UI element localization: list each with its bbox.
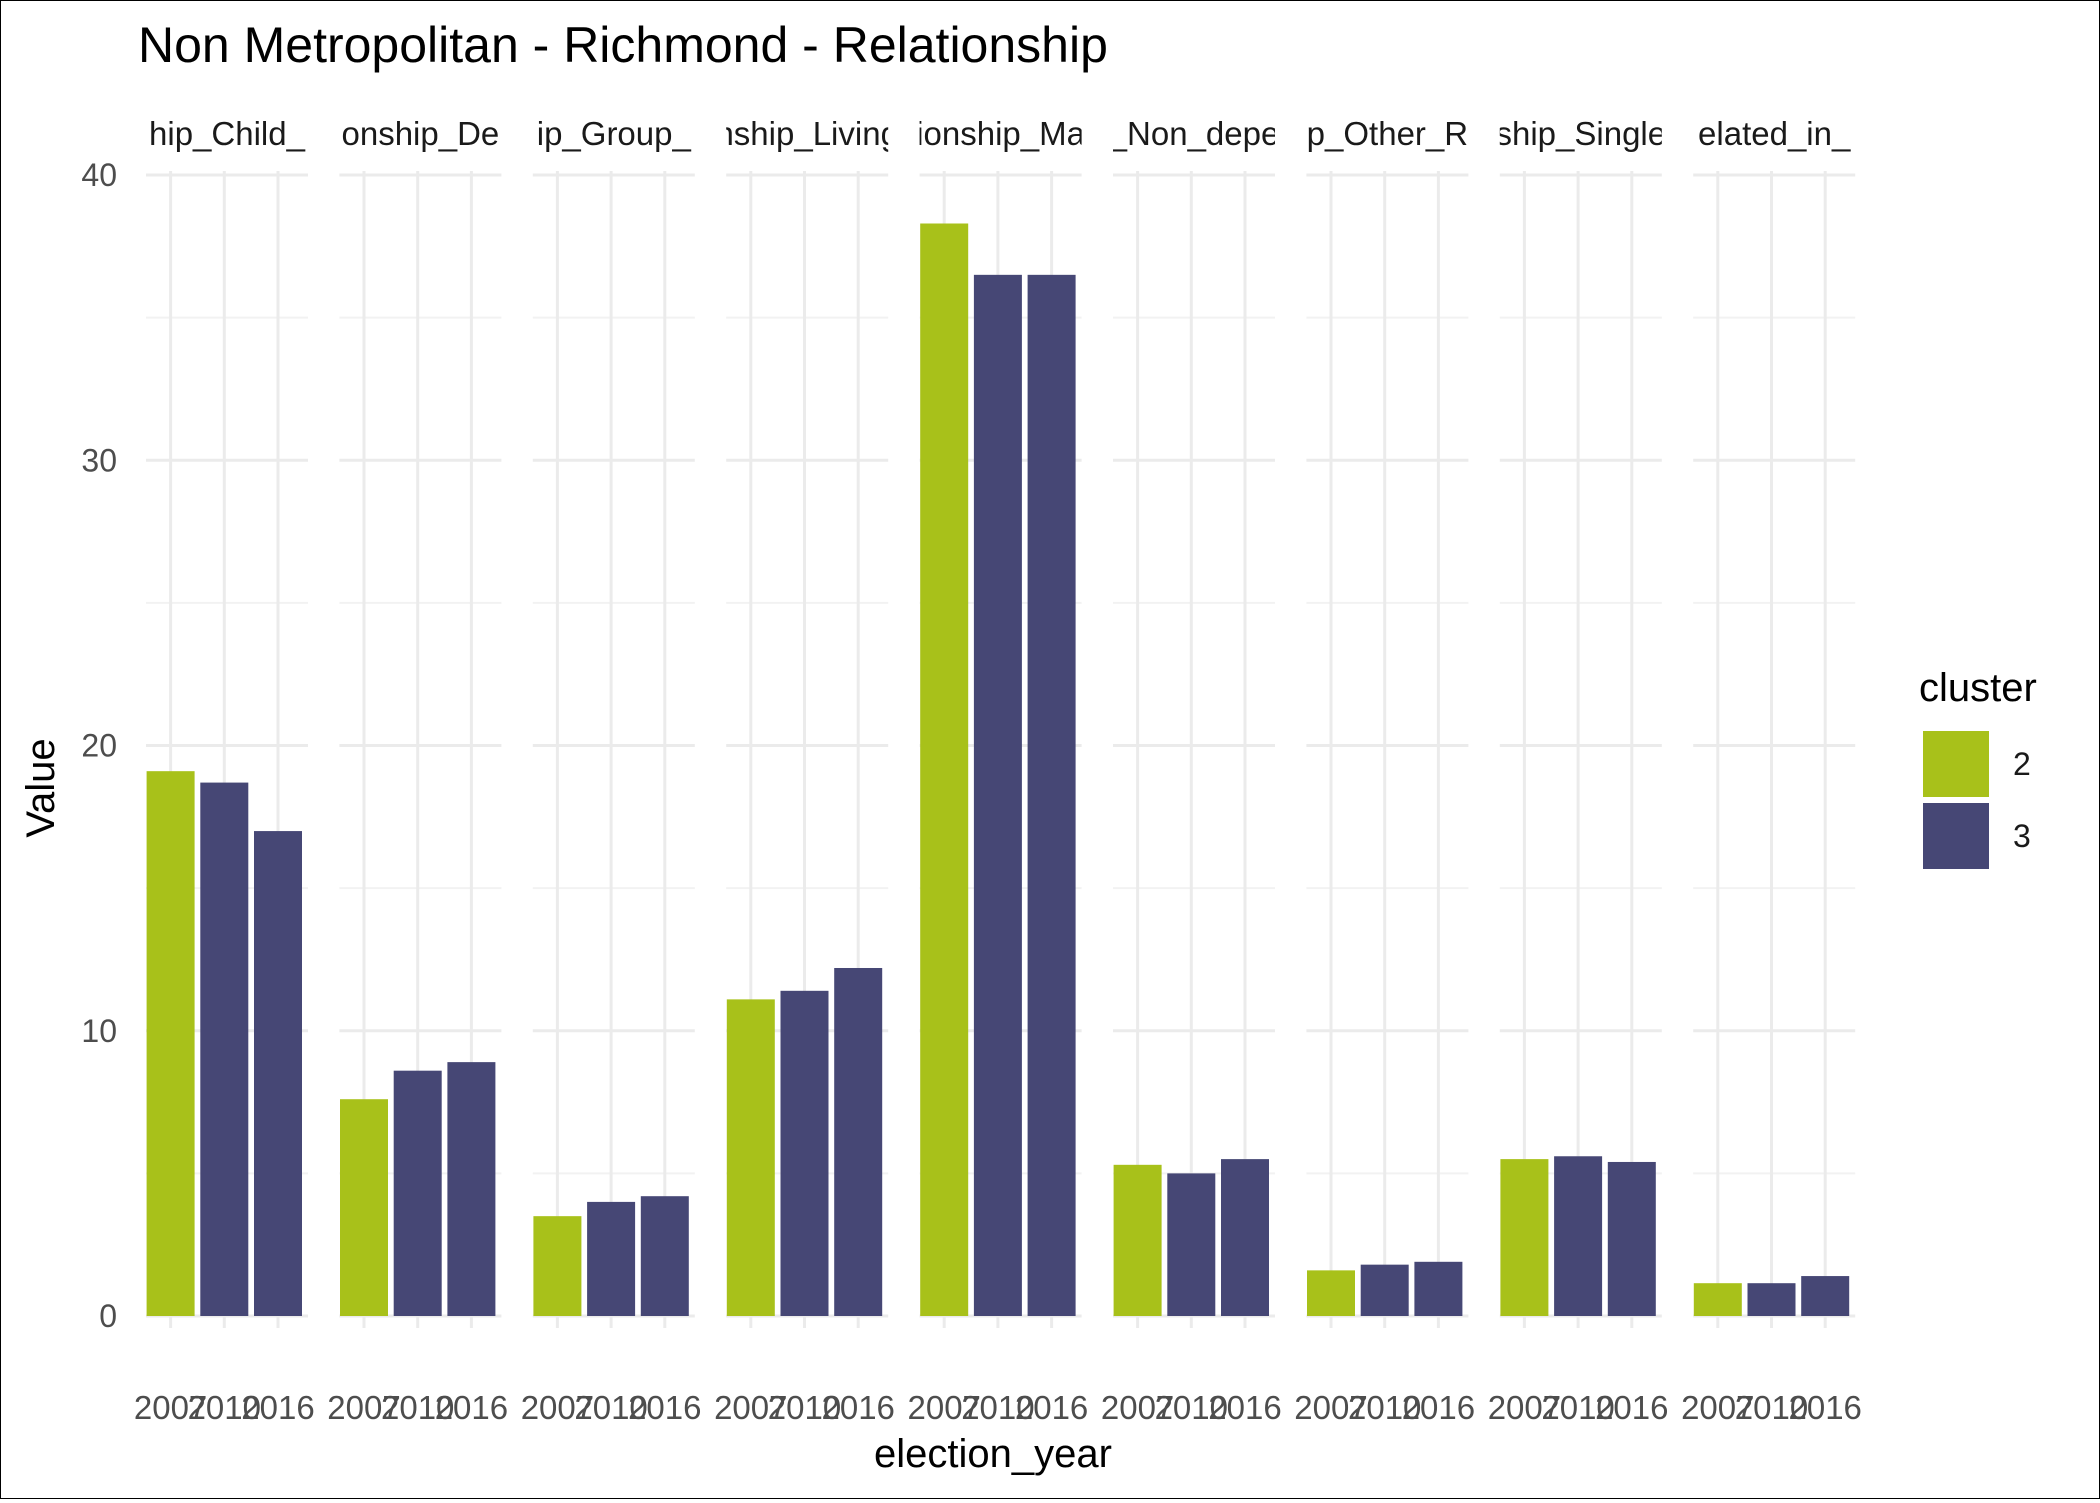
bar [146, 771, 195, 1316]
x-tick-label: 2007 [1681, 1389, 1754, 1426]
facet-strip-label: elated_in_ [1698, 115, 1851, 152]
facet-strip-label: ship_Single [1495, 115, 1666, 152]
bar [1221, 1159, 1269, 1316]
x-axis-title: election_year [874, 1432, 1112, 1476]
x-tick-label: 2016 [1208, 1389, 1281, 1426]
y-tick-label: 40 [81, 157, 117, 193]
bar [447, 1062, 496, 1316]
bar [1414, 1261, 1463, 1316]
bar [1747, 1283, 1796, 1316]
y-axis-title: Value [19, 738, 63, 837]
facet-strip-layer: hip_Child_ onship_De ip_Group_ nship_Living… [149, 115, 1851, 152]
x-tick-label: 2010 [1155, 1389, 1228, 1426]
facet-strip-label: _Non_depe [1108, 115, 1280, 152]
bar [726, 999, 775, 1316]
x-tick-label: 2007 [521, 1389, 594, 1426]
y-tick-label: 30 [81, 442, 117, 478]
x-tick-label: 2016 [1402, 1389, 1475, 1426]
x-tick-label: 2010 [1348, 1389, 1421, 1426]
bar [1360, 1264, 1409, 1316]
bar [834, 967, 883, 1316]
bar [200, 782, 249, 1316]
legend-label: 3 [2013, 818, 2031, 854]
facet-panel [1113, 171, 1275, 1328]
x-tick-label: 2010 [1735, 1389, 1808, 1426]
x-tick-label: 2010 [961, 1389, 1034, 1426]
bar [1801, 1276, 1850, 1316]
y-tick-label: 10 [81, 1013, 117, 1049]
bar [587, 1201, 636, 1316]
facet-panel [1306, 171, 1469, 1328]
bar [973, 274, 1022, 1316]
x-tick-label: 2007 [327, 1389, 400, 1426]
bar [1500, 1159, 1549, 1316]
y-tick-label: 20 [81, 728, 117, 764]
x-tick-label: 2007 [1294, 1389, 1367, 1426]
bar [640, 1196, 689, 1316]
x-tick-label: 2016 [1595, 1389, 1668, 1426]
bar [1607, 1161, 1656, 1316]
bar [920, 223, 969, 1317]
x-tick-label: 2007 [1101, 1389, 1174, 1426]
bar [1113, 1164, 1162, 1316]
x-tick-label: 2016 [1015, 1389, 1088, 1426]
bar [1027, 274, 1076, 1316]
bars-layer [146, 223, 1850, 1317]
facet-strip-label: p_Other_R [1307, 115, 1468, 152]
x-tick-label: 2016 [435, 1389, 508, 1426]
facet-strip-label: hip_Child_ [149, 115, 306, 152]
legend-items: 23 [1923, 731, 2031, 869]
bar [1167, 1173, 1216, 1316]
bar [340, 1099, 388, 1316]
legend-swatch [1923, 731, 1989, 797]
y-axis-ticks: 0 10 20 30 40 [81, 157, 117, 1334]
x-tick-label: 2016 [1788, 1389, 1861, 1426]
facet-strip-label: nship_Living [715, 115, 898, 152]
x-tick-label: 2007 [134, 1389, 207, 1426]
x-tick-label: 2010 [768, 1389, 841, 1426]
x-tick-label: 2007 [907, 1389, 980, 1426]
facet-panel [532, 171, 695, 1328]
legend-swatch [1923, 803, 1989, 869]
legend-title: cluster [1919, 666, 2037, 710]
x-tick-label: 2010 [1541, 1389, 1614, 1426]
legend: cluster 23 [1919, 666, 2037, 869]
facet-panel [1693, 171, 1856, 1328]
facet-strip-label: ionship_Ma [916, 115, 1085, 152]
x-tick-label: 2007 [714, 1389, 787, 1426]
bar [393, 1070, 442, 1316]
bar [1307, 1270, 1355, 1316]
chart-title: Non Metropolitan - Richmond - Relationsh… [138, 17, 1108, 73]
facet-strip-label: ip_Group_ [537, 115, 692, 152]
x-tick-label: 2007 [1488, 1389, 1561, 1426]
x-tick-label: 2010 [574, 1389, 647, 1426]
y-tick-label: 0 [99, 1298, 117, 1334]
x-tick-label: 2016 [821, 1389, 894, 1426]
bar [780, 990, 829, 1316]
x-tick-label: 2016 [241, 1389, 314, 1426]
x-tick-label: 2016 [628, 1389, 701, 1426]
bar [1693, 1283, 1742, 1316]
x-tick-label: 2010 [188, 1389, 261, 1426]
x-tick-label: 2010 [381, 1389, 454, 1426]
facet-strip-label: onship_De [342, 115, 500, 152]
bar [533, 1216, 582, 1316]
facet-panel [1499, 171, 1662, 1328]
bar [1554, 1156, 1603, 1316]
bar [254, 831, 302, 1316]
legend-label: 2 [2013, 746, 2031, 782]
